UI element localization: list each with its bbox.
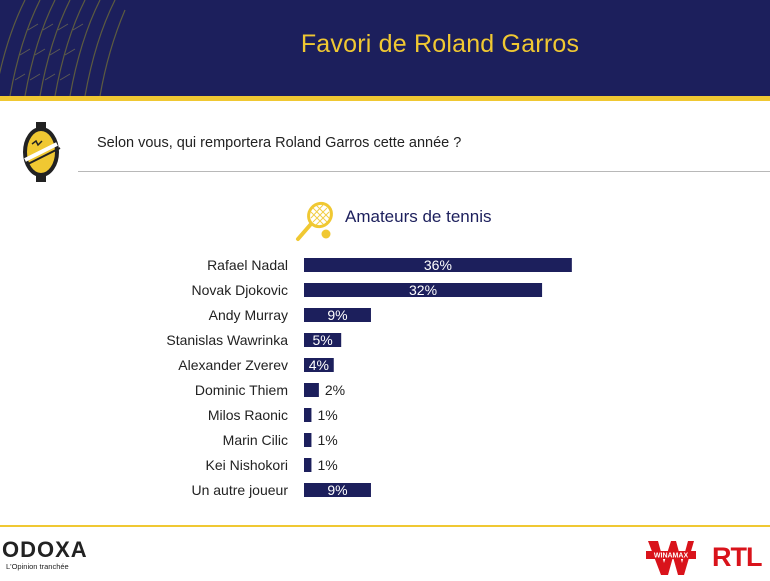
tennis-racket-icon bbox=[296, 201, 333, 241]
category-label: Un autre joueur bbox=[191, 482, 288, 498]
bar bbox=[304, 433, 312, 447]
bar bbox=[304, 458, 312, 472]
bottom-divider bbox=[0, 525, 770, 527]
bar bbox=[304, 408, 312, 422]
category-label: Marin Cilic bbox=[223, 432, 288, 448]
odoxa-brand: ODOXA bbox=[2, 537, 88, 562]
odoxa-tagline: L'Opinion tranchée bbox=[6, 562, 69, 571]
data-label: 1% bbox=[317, 407, 337, 423]
category-label: Alexander Zverev bbox=[178, 357, 288, 373]
data-label: 9% bbox=[327, 482, 347, 498]
survey-question: Selon vous, qui remportera Roland Garros… bbox=[97, 135, 462, 151]
category-label: Rafael Nadal bbox=[207, 257, 288, 273]
category-label: Stanislas Wawrinka bbox=[166, 332, 288, 348]
data-label: 36% bbox=[424, 257, 452, 273]
data-label: 32% bbox=[409, 282, 437, 298]
bar bbox=[304, 333, 342, 347]
bar bbox=[304, 308, 371, 322]
feather-pattern-icon bbox=[0, 0, 126, 96]
bar bbox=[304, 258, 572, 272]
category-label: Novak Djokovic bbox=[192, 282, 288, 298]
data-label: 1% bbox=[317, 432, 337, 448]
category-label: Andy Murray bbox=[209, 307, 288, 323]
top-divider bbox=[0, 96, 770, 101]
bar bbox=[304, 483, 371, 497]
data-label: 9% bbox=[327, 307, 347, 323]
category-label: Milos Raonic bbox=[208, 407, 288, 423]
odoxa-emblem-icon bbox=[23, 122, 61, 182]
bar bbox=[304, 358, 334, 372]
data-label: 4% bbox=[309, 357, 329, 373]
question-separator bbox=[78, 171, 770, 172]
bar bbox=[304, 283, 543, 297]
header-banner: Favori de Roland Garros bbox=[0, 0, 770, 96]
bar bbox=[304, 383, 319, 397]
winamax-logo: WINAMAX bbox=[646, 541, 696, 575]
data-label: 5% bbox=[312, 332, 332, 348]
data-label: 2% bbox=[325, 382, 345, 398]
odoxa-logo: ODOXA L'Opinion tranchée bbox=[2, 537, 88, 572]
category-label: Dominic Thiem bbox=[195, 382, 288, 398]
data-label: 1% bbox=[317, 457, 337, 473]
category-label: Kei Nishokori bbox=[206, 457, 288, 473]
rtl-logo: RTL bbox=[712, 542, 762, 572]
page-title: Favori de Roland Garros bbox=[300, 30, 580, 58]
winamax-label: WINAMAX bbox=[654, 553, 689, 560]
bar-chart: Rafael Nadal 36% Novak Djokovic 32% Andy Mur… bbox=[166, 257, 572, 498]
chart-title: Amateurs de tennis bbox=[345, 207, 492, 226]
